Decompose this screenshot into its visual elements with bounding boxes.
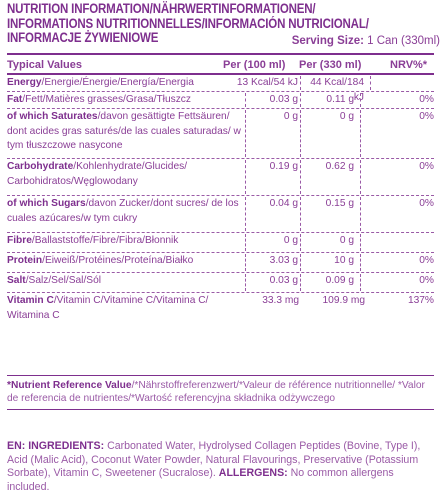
cell-per330: 0 g [301,234,361,251]
cell-per100: 0 g [245,234,301,251]
ingredients-label: EN: INGREDIENTS: [7,440,105,452]
cell-per330: 44 Kcal/184 kJ [301,76,371,103]
serving-size-label: Serving Size: [291,35,364,47]
cell-per330: 10 g [301,254,361,271]
cell-nrv [361,234,434,251]
allergens-label: ALLERGENS: [218,467,288,479]
cell-per100: 0.04 g [245,197,301,231]
cell-nrv [361,76,434,90]
cell-nrv: 0% [419,275,434,286]
table-row: Protein/Eiweiß/Protéines/Proteína/Białko… [7,253,434,273]
cell-per100: 0.19 g [245,160,301,194]
nutrition-table: Typical Values Per (100 ml) Per (330 ml)… [7,56,434,329]
serving-size-value: 1 Can (330ml) [367,35,440,47]
table-row: Fibre/Ballaststoffe/Fibre/Fibra/Błonnik … [7,233,434,253]
top-divider [7,53,434,55]
table-row: Salt/Salz/Sel/Sal/Sól 0.03 g 0.09 g 0% [7,273,434,293]
cell-per330: 0.62 g [301,160,361,194]
cell-per100: 13 Kcal/54 kJ [207,76,301,90]
cell-per330: 0 g [301,110,361,157]
header-nrv: NRV%* [390,59,428,71]
table-row: Fat/Fett/Matières grasses/Grasa/Tłuszcz … [7,92,434,109]
title-line-1: NUTRITION INFORMATION/NÄHRWERTINFORMATIO… [7,1,316,16]
table-row: of which Sugars/davon Zucker/dont sucres… [7,196,434,233]
cell-per100: 0 g [245,110,301,157]
cell-nrv: 0% [419,198,434,209]
cell-per100: 3.03 g [245,254,301,271]
cell-per100: 0.03 g [245,274,301,291]
cell-nrv: 137% [407,295,434,306]
ingredients-text: Carbonated Water, Hydrolysed Collagen Pe… [7,440,421,479]
ingredients-section: EN: INGREDIENTS: Carbonated Water, Hydro… [7,440,434,494]
cell-per100: 0.03 g [245,93,301,107]
cell-per330: 0.09 g [301,274,361,291]
nrv-footnote: *Nutrient Reference Value/*Nährstoffrefe… [7,375,434,410]
title-line-2: INFORMATIONS NUTRITIONNELLES/INFORMACIÓN… [7,15,369,31]
header-per-100ml: Per (100 ml) [223,59,286,71]
cell-nrv: 0% [419,94,434,105]
cell-nrv: 0% [419,111,434,122]
cell-nrv: 0% [419,255,434,266]
cell-per330: 0.11 g [301,93,361,107]
header-typical-values: Typical Values [7,59,83,71]
table-row: Energy/Energie/Énergie/Energía/Energia 1… [7,75,434,103]
table-row: of which Saturates/davon gesättigte Fett… [7,109,434,159]
cell-per330: 0.15 g [301,197,361,231]
allergens-text: No common allergens included. [7,467,394,493]
cell-per330: 109.9 mg [322,295,365,306]
cell-per100: 33.3 mg [262,295,299,306]
table-row: Vitamin C/Vitamin C/Vitamine C/Vitamina … [7,293,434,329]
cell-nrv: 0% [419,161,434,172]
serving-size: Serving Size: 1 Can (330ml) [292,35,440,47]
table-row: Carbohydrate/Kohlenhydrate/Glucides/ Car… [7,159,434,196]
title-line-3: INFORMACJE ŻYWIENIOWE [7,30,159,45]
table-header: Typical Values Per (100 ml) Per (330 ml)… [7,56,434,75]
header-per-330ml: Per (330 ml) [299,59,362,71]
